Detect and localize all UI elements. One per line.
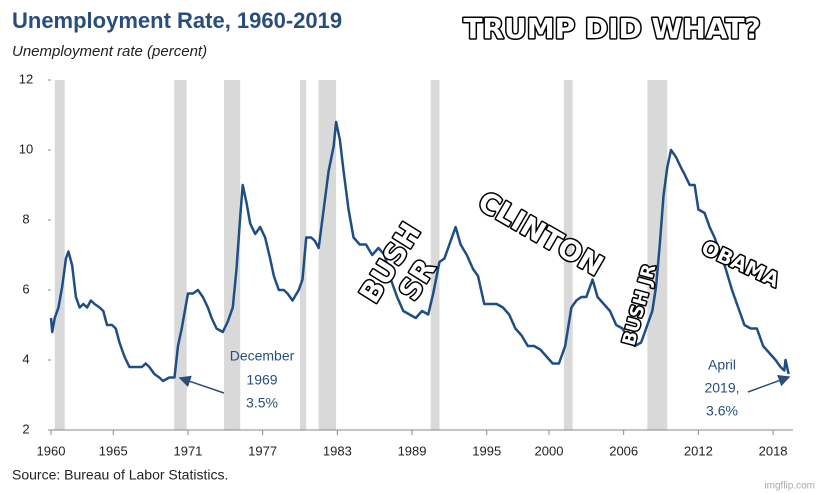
x-tick-label: 2012: [684, 443, 713, 458]
chart-title: Unemployment Rate, 1960-2019: [12, 8, 342, 33]
annotation-arrow: [178, 375, 225, 394]
x-tick-label: 1995: [472, 443, 501, 458]
y-tick-label: 2: [22, 421, 29, 436]
recession-band: [299, 80, 307, 430]
plot: 2 4 6 8 10 12 1960 1965 1971 1977 1983 1989 1995 2000…: [19, 71, 793, 458]
annotation-text: 2019,: [704, 380, 739, 396]
x-tick-label: 1960: [37, 443, 66, 458]
y-tick-label: 6: [22, 281, 29, 296]
recession-band: [430, 80, 440, 430]
annotation-text: 3.6%: [706, 403, 738, 419]
meme-text: TRUMP DID WHAT?: [463, 12, 760, 45]
source: Source: Bureau of Labor Statistics.: [12, 467, 228, 483]
y-tick-label: 10: [19, 141, 33, 156]
recession-band: [224, 80, 241, 430]
meme-text: OBAMA: [698, 235, 784, 292]
recession-band: [174, 80, 187, 430]
annotation-text: 3.5%: [246, 395, 278, 411]
x-tick-label: 1983: [323, 443, 352, 458]
recession-band: [563, 80, 573, 430]
recession-band: [647, 80, 668, 430]
annotation-dec-1969: December 1969 3.5%: [178, 348, 295, 411]
meme-text: CLINTON: [472, 185, 609, 283]
annotation-text: April: [708, 357, 736, 373]
x-tick-label: 2000: [535, 443, 564, 458]
x-tick-label: 1977: [248, 443, 277, 458]
y-tick-label: 12: [19, 71, 33, 86]
series-line: [49, 120, 790, 383]
annotation-text: 1969: [246, 372, 277, 388]
x-tick-label: 2006: [609, 443, 638, 458]
x-tick-label: 1989: [398, 443, 427, 458]
chart-subtitle: Unemployment rate (percent): [12, 43, 207, 60]
recession-band: [54, 80, 65, 430]
y-tick-label: 4: [22, 351, 29, 366]
recession-band: [318, 80, 337, 430]
annotation-arrow: [747, 374, 791, 393]
y-tick-label: 8: [22, 211, 29, 226]
x-tick-label: 1965: [99, 443, 128, 458]
annotation-apr-2019: April 2019, 3.6%: [704, 357, 791, 419]
watermark: imgflip.com: [764, 481, 815, 492]
x-tick-label: 1971: [173, 443, 202, 458]
x-tick-label: 2018: [759, 443, 788, 458]
annotation-text: December: [230, 348, 295, 364]
